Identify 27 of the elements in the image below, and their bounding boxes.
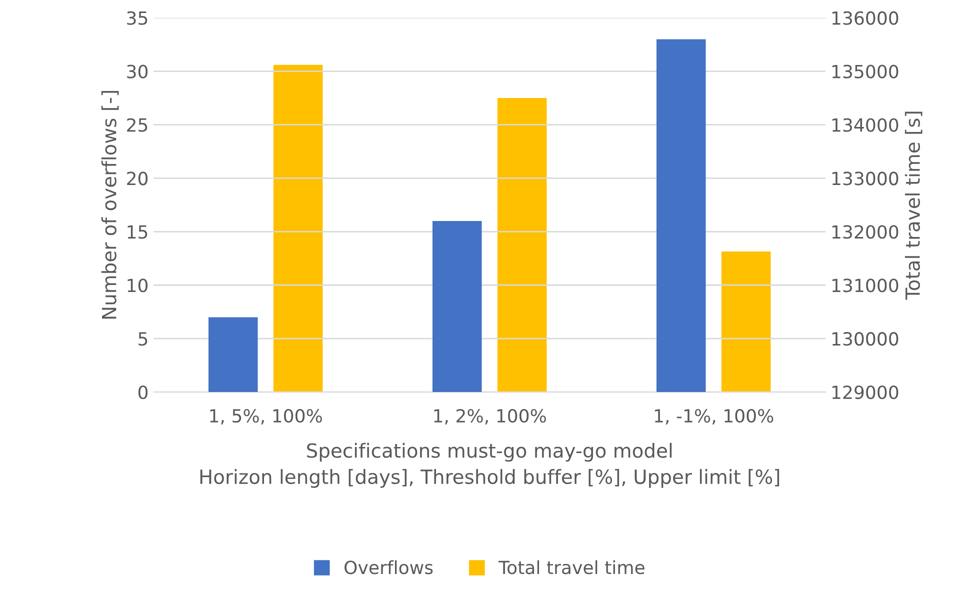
y2-tick-label: 132000 xyxy=(832,225,898,239)
x-tick-label: 1, 5%, 100% xyxy=(210,409,322,425)
bar xyxy=(432,220,482,392)
legend-label: Overflows xyxy=(344,560,433,574)
y2-tick-label: 130000 xyxy=(832,332,898,346)
y2-tick-label: 129000 xyxy=(832,386,898,400)
y-tick-label: 10 xyxy=(128,278,148,292)
x-tick-label: 1, 2%, 100% xyxy=(434,409,546,425)
y-tick-label: 25 xyxy=(127,118,148,132)
y-tick-label: 35 xyxy=(127,11,148,25)
y2-tick-label: 136000 xyxy=(832,11,898,25)
y2-tick-label: 134000 xyxy=(832,118,898,132)
y-tick-label: 5 xyxy=(138,332,148,346)
y-tick-label: 20 xyxy=(127,172,148,186)
bar xyxy=(208,317,258,392)
legend-label: Total travel time xyxy=(498,560,644,574)
y2-tick-label: 131000 xyxy=(832,278,898,292)
y-axis-title: Number of overflows [-] xyxy=(101,91,119,319)
y-tick-label: 30 xyxy=(127,64,148,78)
y2-tick-label: 135000 xyxy=(832,64,898,78)
x-tick-label: 1, -1%, 100% xyxy=(654,409,774,425)
x-axis-title: Specifications must-go may-go model Horizon length [days], Threshold buffer [%], Upper limit [%] xyxy=(200,442,780,488)
y2-tick-label: 133000 xyxy=(832,172,898,186)
y-tick-label: 0 xyxy=(138,386,148,400)
bar xyxy=(656,39,706,392)
y2-axis-title: Total travel time [s] xyxy=(904,112,922,300)
y-tick-label: 15 xyxy=(128,225,148,239)
